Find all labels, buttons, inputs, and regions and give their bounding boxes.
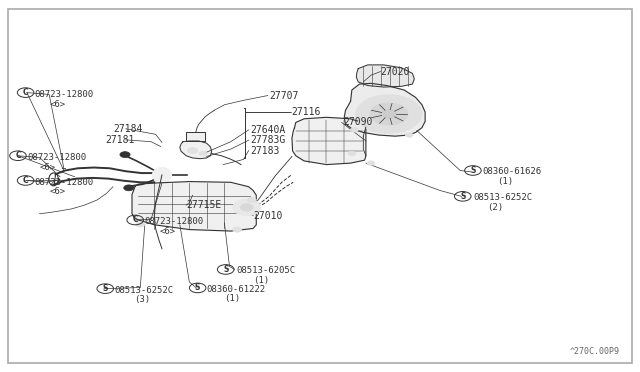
Text: 27640A: 27640A <box>250 125 285 135</box>
Ellipse shape <box>152 167 172 182</box>
Text: 08723-12800: 08723-12800 <box>27 153 86 162</box>
Circle shape <box>188 148 198 154</box>
Text: <6>: <6> <box>49 100 65 109</box>
Text: C: C <box>23 88 28 97</box>
Circle shape <box>199 151 207 156</box>
Text: (3): (3) <box>134 295 150 304</box>
Text: C: C <box>15 151 20 160</box>
Circle shape <box>233 227 242 232</box>
Circle shape <box>351 128 358 132</box>
Text: 27181: 27181 <box>105 135 134 145</box>
Text: S: S <box>102 284 108 293</box>
Circle shape <box>124 185 134 191</box>
Circle shape <box>120 152 130 158</box>
Text: 27783G: 27783G <box>250 135 285 145</box>
Polygon shape <box>344 83 425 136</box>
Text: 08723-12800: 08723-12800 <box>35 90 93 99</box>
Circle shape <box>348 151 356 156</box>
Text: <6>: <6> <box>159 227 175 236</box>
Circle shape <box>381 110 396 118</box>
Text: 08513-6252C: 08513-6252C <box>473 193 532 202</box>
Circle shape <box>370 103 408 125</box>
Text: C: C <box>132 215 138 224</box>
Text: S: S <box>195 283 200 292</box>
Circle shape <box>136 222 145 227</box>
Text: 27010: 27010 <box>253 211 282 221</box>
Text: 08723-12800: 08723-12800 <box>144 217 204 226</box>
Circle shape <box>367 161 375 165</box>
Text: (1): (1) <box>253 276 269 285</box>
Text: 27183: 27183 <box>250 145 279 155</box>
Text: 27116: 27116 <box>291 107 321 117</box>
Text: (1): (1) <box>225 295 241 304</box>
Text: 27090: 27090 <box>343 118 372 128</box>
Text: 08723-12800: 08723-12800 <box>35 178 93 187</box>
Text: 08513-6252C: 08513-6252C <box>115 286 174 295</box>
Circle shape <box>405 133 413 137</box>
Text: 08513-6205C: 08513-6205C <box>236 266 295 275</box>
Circle shape <box>356 95 422 133</box>
Text: S: S <box>460 192 465 201</box>
Polygon shape <box>356 65 414 87</box>
Text: 27184: 27184 <box>113 124 142 134</box>
Text: S: S <box>470 166 476 175</box>
Text: (2): (2) <box>487 203 503 212</box>
Text: <6>: <6> <box>40 163 56 171</box>
Text: <6>: <6> <box>49 187 65 196</box>
Text: 27020: 27020 <box>381 67 410 77</box>
Circle shape <box>241 204 253 211</box>
Text: S: S <box>223 265 228 274</box>
Text: ^270C.00P9: ^270C.00P9 <box>570 347 620 356</box>
Polygon shape <box>180 141 212 159</box>
Circle shape <box>247 198 256 203</box>
Circle shape <box>233 199 260 215</box>
Polygon shape <box>132 182 256 231</box>
Text: (1): (1) <box>497 177 513 186</box>
Text: C: C <box>23 176 28 185</box>
Text: 08360-61222: 08360-61222 <box>207 285 266 294</box>
Text: 27715E: 27715E <box>186 200 221 210</box>
Text: 08360-61626: 08360-61626 <box>483 167 541 176</box>
Polygon shape <box>292 117 366 164</box>
Text: 27707: 27707 <box>269 90 298 100</box>
Polygon shape <box>186 132 205 141</box>
